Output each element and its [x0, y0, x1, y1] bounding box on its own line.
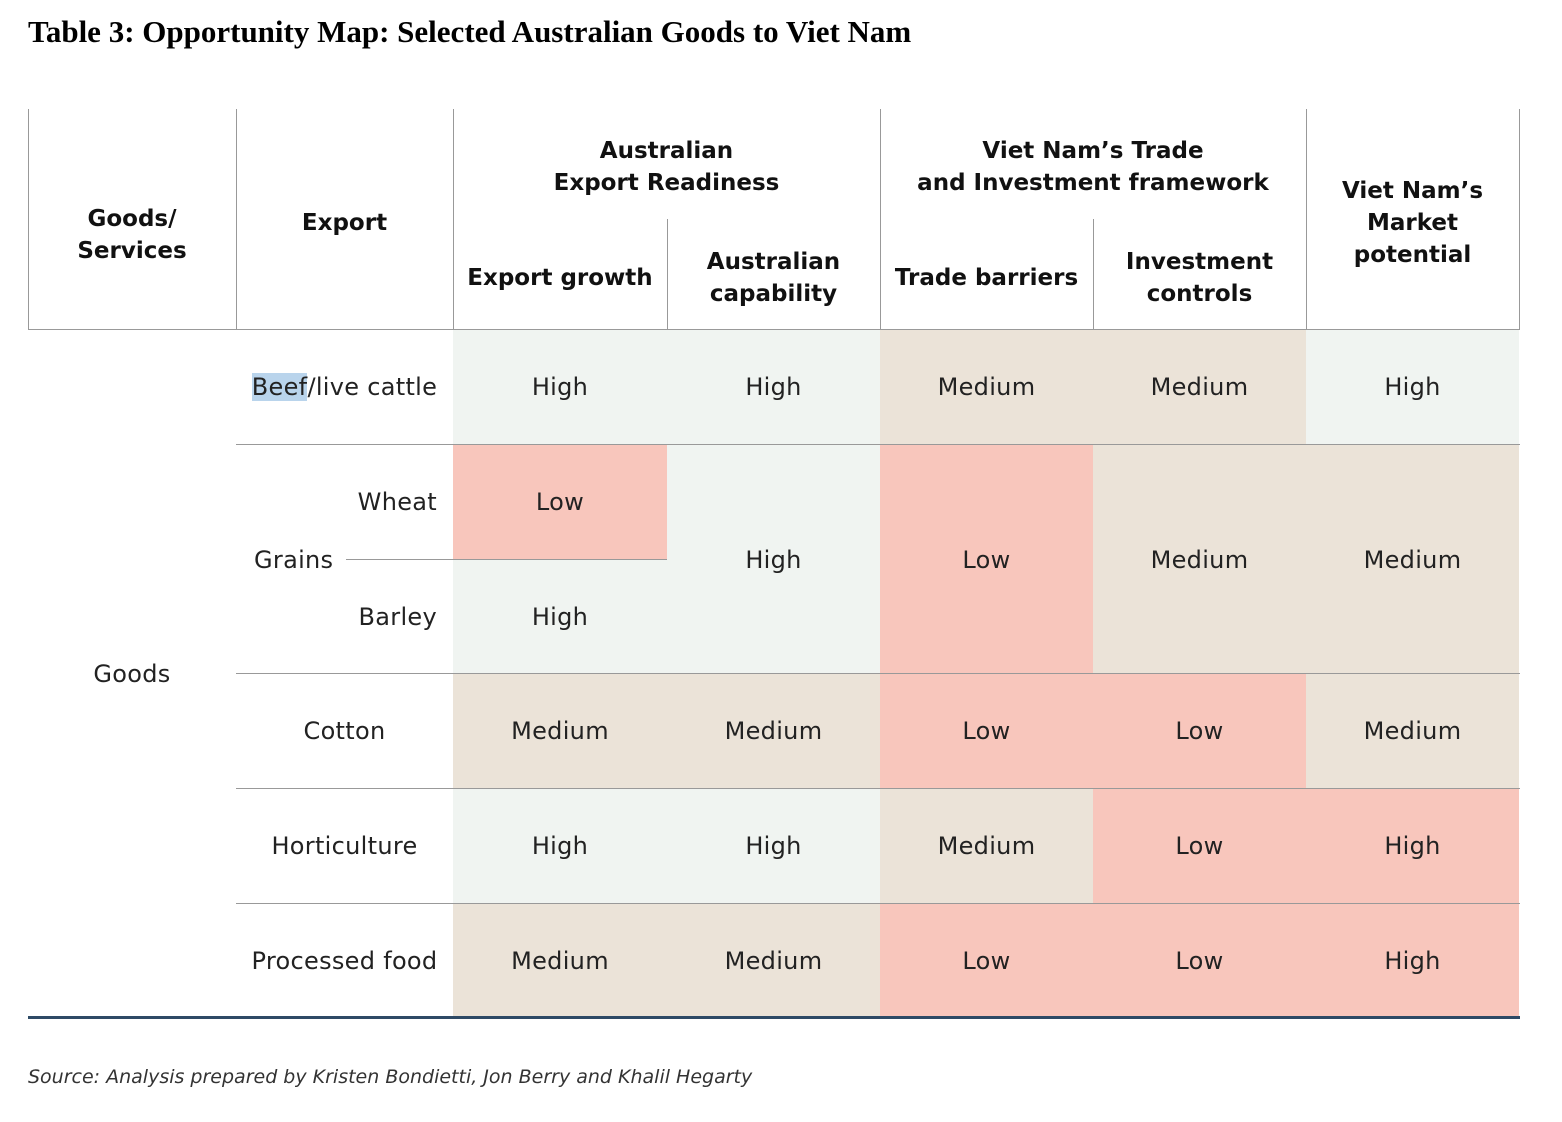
- header-investment-controls: Investment controls: [1125, 248, 1274, 307]
- beef-capability: High: [667, 330, 880, 444]
- header-rule: [1306, 109, 1307, 330]
- header-australian-capability: Australian capability: [706, 248, 841, 307]
- grains-market-potential: Medium: [1306, 445, 1519, 674]
- horticulture-capability: High: [667, 789, 880, 903]
- row-label-horticulture: Horticulture: [271, 832, 418, 860]
- row-divider: [236, 903, 1520, 904]
- header-market-potential: Viet Nam’s Market potential: [1341, 177, 1484, 268]
- row-label-grains: Grains: [254, 545, 334, 574]
- beef-export-growth: High: [453, 330, 667, 444]
- header-goods-services: Goods/ Services: [77, 206, 187, 264]
- processed-food-investment-controls: Low: [1093, 904, 1306, 1017]
- header-rule: [453, 109, 454, 330]
- horticulture-trade-barriers: Medium: [880, 789, 1093, 903]
- header-trade-barriers: Trade barriers: [894, 264, 1079, 291]
- row-label-wheat: Wheat: [357, 488, 437, 516]
- header-rule: [236, 109, 237, 330]
- table-bottom-rule: [28, 1016, 1520, 1019]
- row-label-beef: Beef/live cattle: [251, 373, 438, 401]
- category-goods: Goods: [93, 660, 171, 688]
- processed-food-market-potential: High: [1306, 904, 1519, 1017]
- row-divider: [236, 788, 1520, 789]
- processed-food-export-growth: Medium: [453, 904, 667, 1017]
- header-rule: [1519, 109, 1520, 330]
- row-label-barley: Barley: [358, 602, 437, 631]
- grains-capability: High: [667, 445, 880, 674]
- header-export-readiness: Australian Export Readiness: [553, 138, 780, 196]
- header-rule: [28, 109, 29, 330]
- processed-food-capability: Medium: [667, 904, 880, 1017]
- header-export: Export: [301, 209, 388, 236]
- grains-investment-controls: Medium: [1093, 445, 1306, 674]
- header-bottom-rule: [28, 329, 1520, 330]
- beef-trade-barriers: Medium: [880, 330, 1093, 444]
- grains-sub-divider: [346, 559, 667, 560]
- table-title: Table 3: Opportunity Map: Selected Austr…: [28, 14, 912, 49]
- highlighted-text: Beef: [251, 373, 308, 401]
- row-label-cotton: Cotton: [303, 717, 386, 745]
- cotton-capability: Medium: [667, 674, 880, 788]
- horticulture-market-potential: High: [1306, 789, 1519, 903]
- row-divider: [236, 444, 1520, 445]
- cotton-investment-controls: Low: [1093, 674, 1306, 788]
- cotton-market-potential: Medium: [1306, 674, 1519, 788]
- horticulture-export-growth: High: [453, 789, 667, 903]
- beef-investment-controls: Medium: [1093, 330, 1306, 444]
- row-label-processed-food: Processed food: [251, 946, 438, 975]
- horticulture-investment-controls: Low: [1093, 789, 1306, 903]
- wheat-export-growth: Low: [453, 445, 667, 559]
- processed-food-trade-barriers: Low: [880, 904, 1093, 1017]
- header-rule: [1093, 219, 1094, 330]
- cotton-export-growth: Medium: [453, 674, 667, 788]
- barley-export-growth: High: [453, 560, 667, 674]
- beef-market-potential: High: [1306, 330, 1519, 444]
- header-rule: [880, 109, 881, 330]
- source-note: Source: Analysis prepared by Kristen Bon…: [28, 1066, 753, 1088]
- row-divider: [236, 673, 1520, 674]
- grains-trade-barriers: Low: [880, 445, 1093, 674]
- cotton-trade-barriers: Low: [880, 674, 1093, 788]
- header-rule: [667, 219, 668, 330]
- header-trade-framework: Viet Nam’s Trade and Investment framewor…: [917, 138, 1269, 196]
- header-export-growth: Export growth: [467, 264, 653, 291]
